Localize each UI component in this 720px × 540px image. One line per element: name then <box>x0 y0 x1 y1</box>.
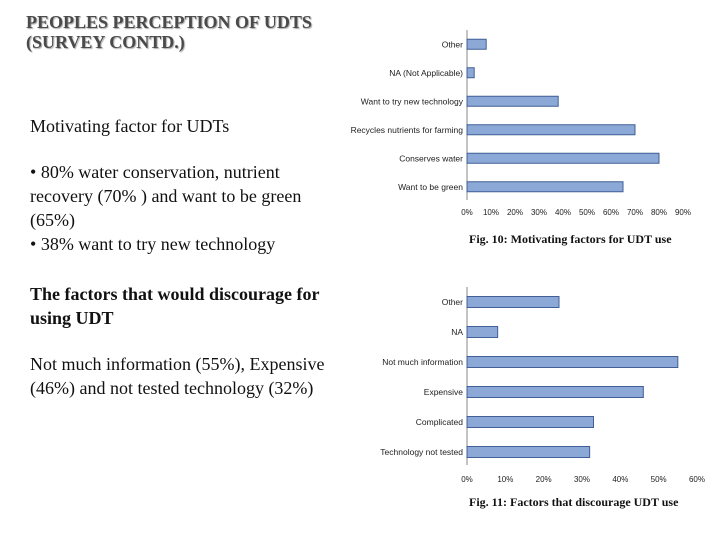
fig10-tick-label: 80% <box>651 208 667 217</box>
slide-title-line1: PEOPLES PERCEPTION OF UDTS <box>26 12 312 32</box>
fig11-category-label: Technology not tested <box>380 447 463 457</box>
fig10-category-label: Recycles nutrients for farming <box>351 125 464 135</box>
fig10-tick-label: 30% <box>531 208 547 217</box>
fig10-bar <box>466 181 624 193</box>
fig11-tick-label: 10% <box>497 475 513 484</box>
fig11-bar <box>466 446 591 458</box>
fig11-tick-label: 30% <box>574 475 590 484</box>
fig10-bar <box>466 152 660 164</box>
fig10-category-label: NA (Not Applicable) <box>389 68 463 78</box>
fig11-category-label: NA <box>451 327 463 337</box>
fig10-tick-label: 40% <box>555 208 571 217</box>
fig10-category-label: Want to try new technology <box>361 96 464 106</box>
fig11-bar <box>466 296 560 308</box>
fig10-tick-label: 60% <box>603 208 619 217</box>
fig11-category-label: Other <box>442 297 463 307</box>
fig10-bar <box>466 124 636 136</box>
fig11-tick-label: 0% <box>461 475 473 484</box>
bullet-item: • 38% want to try new technology <box>30 234 276 254</box>
slide-title-line2: (SURVEY CONTD.) <box>26 32 185 52</box>
fig10-category-label: Want to be green <box>398 182 463 192</box>
fig10-caption: Fig. 10: Motivating factors for UDT use <box>469 232 672 246</box>
fig11-category-label: Expensive <box>424 387 463 397</box>
bullet-item: • 80% water conservation, nutrient recov… <box>30 162 302 230</box>
discourage-heading: The factors that would discourage for us… <box>30 284 320 328</box>
fig11-bar <box>466 416 594 428</box>
fig11-tick-label: 40% <box>612 475 628 484</box>
fig11-tick-label: 60% <box>689 475 705 484</box>
fig10-category-label: Other <box>442 39 463 49</box>
slide-title: PEOPLES PERCEPTION OF UDTS (SURVEY CONTD… <box>26 12 312 52</box>
bullet-text: 80% water conservation, nutrient recover… <box>30 162 302 230</box>
fig10-tick-label: 90% <box>675 208 691 217</box>
fig11-category-label: Not much information <box>382 357 463 367</box>
fig10-bar <box>466 38 487 50</box>
fig11-tick-label: 50% <box>651 475 667 484</box>
motivating-heading: Motivating factor for UDTs <box>30 116 230 136</box>
bullet-text: 38% want to try new technology <box>40 234 276 254</box>
fig10-tick-label: 70% <box>627 208 643 217</box>
motivating-bullets: • 80% water conservation, nutrient recov… <box>30 160 330 256</box>
discourage-text: Not much information (55%), Expensive (4… <box>30 354 325 398</box>
fig11-category-label: Complicated <box>416 417 464 427</box>
fig10-tick-label: 20% <box>507 208 523 217</box>
fig10-bar <box>466 95 559 107</box>
fig11-bar <box>466 356 679 368</box>
fig11-bar <box>466 386 644 398</box>
fig11-caption: Fig. 11: Factors that discourage UDT use <box>469 495 679 509</box>
fig10-category-label: Conserves water <box>399 153 463 163</box>
fig10-tick-label: 50% <box>579 208 595 217</box>
fig10-tick-label: 0% <box>461 208 473 217</box>
fig11-bar <box>466 326 499 338</box>
fig10-bar <box>466 67 475 79</box>
fig11-tick-label: 20% <box>536 475 552 484</box>
fig10-tick-label: 10% <box>483 208 499 217</box>
